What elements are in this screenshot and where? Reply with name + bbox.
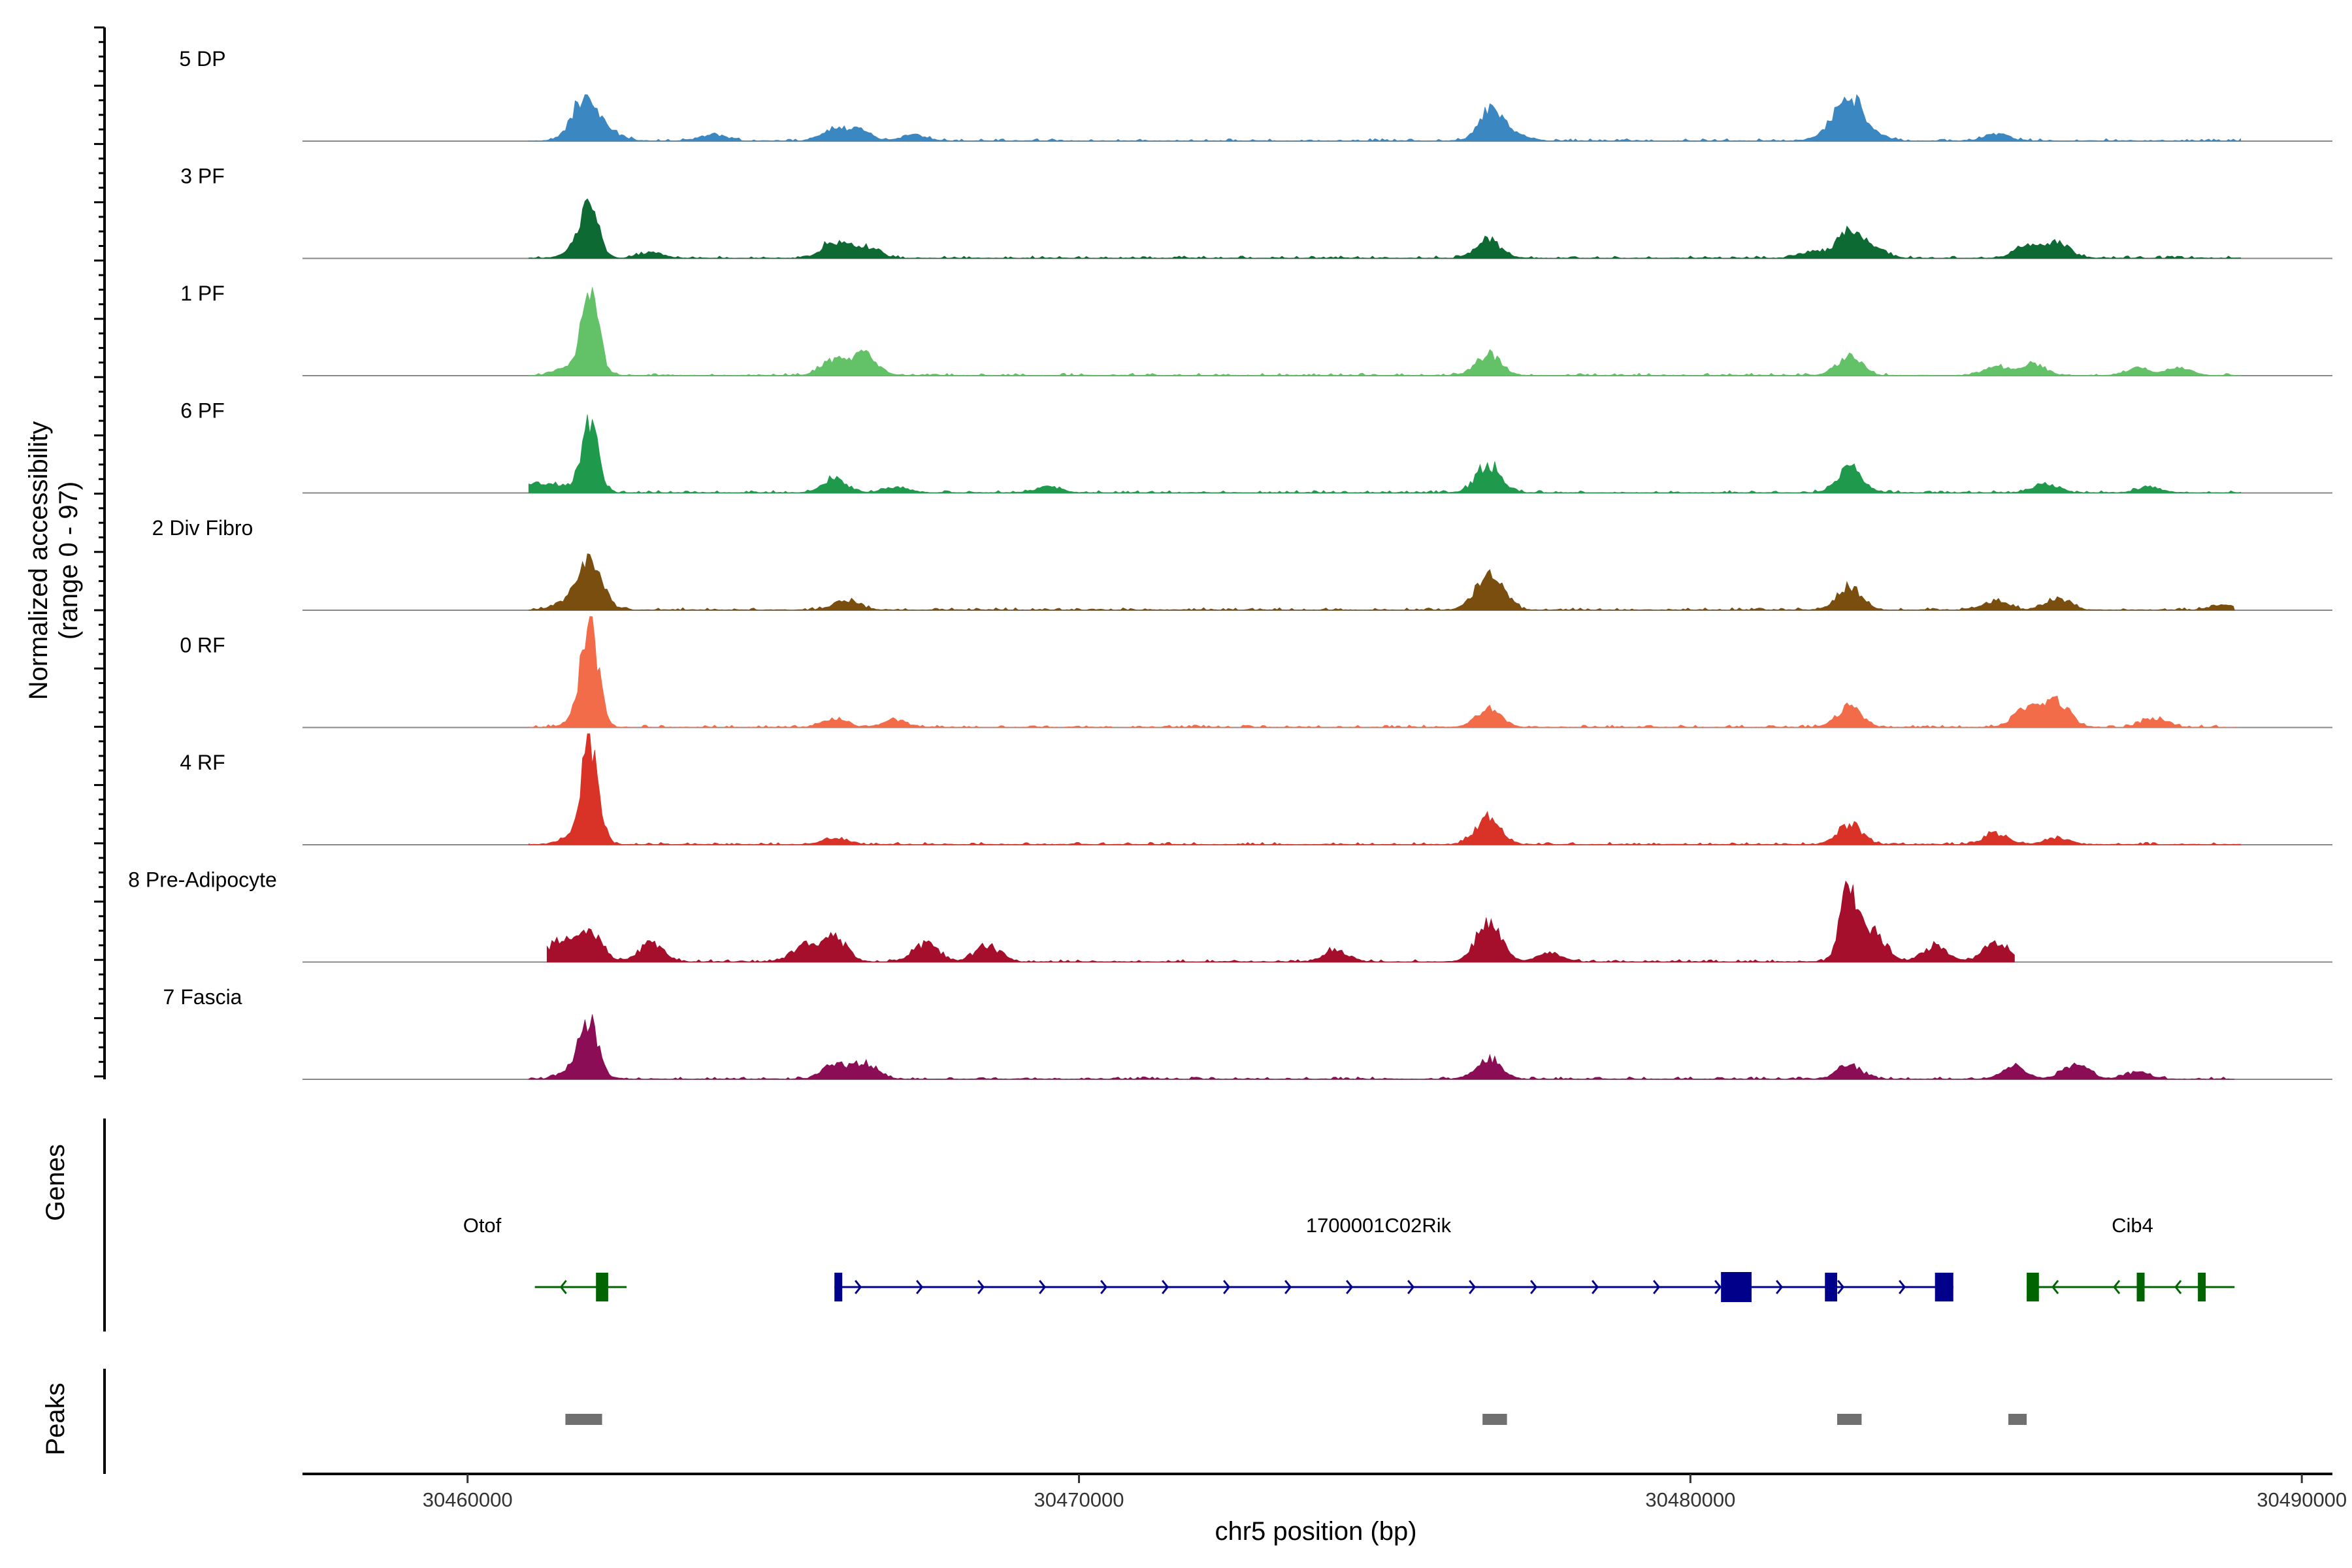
- track-5-dp: 5 DP: [179, 47, 2332, 142]
- gene-strand-arrow: [1837, 1280, 1845, 1294]
- gene-1700001c02rik: 1700001C02Rik: [834, 1214, 1953, 1302]
- gene-label: 1700001C02Rik: [1306, 1214, 1452, 1237]
- gene-strand-arrow: [2051, 1280, 2059, 1294]
- y-axis: [94, 26, 106, 1474]
- gene-cib4: Cib4: [2027, 1214, 2235, 1301]
- peak-regions: [565, 1414, 2027, 1425]
- y-axis-title-line1: Normalized accessibility: [24, 421, 53, 700]
- gene-strand-arrow: [1653, 1280, 1661, 1294]
- gene-strand-arrow: [1100, 1280, 1108, 1294]
- track-8-pre-adipocyte: 8 Pre-Adipocyte: [128, 868, 2332, 963]
- gene-strand-arrow: [855, 1280, 862, 1294]
- track-coverage-area: [528, 733, 2241, 845]
- gene-strand-arrow: [1530, 1280, 1538, 1294]
- gene-exon: [1825, 1273, 1837, 1301]
- track-label: 6 PF: [180, 399, 225, 423]
- track-4-rf: 4 RF: [180, 733, 2332, 845]
- gene-otof: Otof: [463, 1214, 627, 1301]
- x-axis-title: chr5 position (bp): [1215, 1517, 1416, 1546]
- gene-annotations: Otof 1700001C02Rik Cib4: [463, 1214, 2235, 1302]
- x-tick-label: 30460000: [423, 1488, 513, 1511]
- y-axis-title-line2: (range 0 - 97): [54, 482, 83, 640]
- gene-strand-arrow: [1899, 1280, 1906, 1294]
- track-0-rf: 0 RF: [180, 616, 2332, 728]
- x-axis: 30460000 30470000 30480000 30490000: [302, 1473, 2347, 1511]
- track-label: 8 Pre-Adipocyte: [128, 868, 277, 892]
- track-coverage-area: [528, 553, 2235, 611]
- track-coverage-area: [528, 287, 2241, 376]
- track-7-fascia: 7 Fascia: [163, 985, 2332, 1080]
- gene-strand-arrow: [1469, 1280, 1477, 1294]
- track-6-pf: 6 PF: [180, 399, 2332, 494]
- genes-panel-title: Genes: [41, 1144, 70, 1221]
- gene-strand-arrow: [1162, 1280, 1169, 1294]
- gene-strand-arrow: [1284, 1280, 1292, 1294]
- track-2-div-fibro: 2 Div Fibro: [152, 516, 2332, 611]
- track-3-pf: 3 PF: [180, 165, 2332, 259]
- gene-strand-arrow: [2174, 1280, 2182, 1294]
- gene-strand-arrow: [559, 1280, 567, 1294]
- y-axis-title: Normalized accessibility (range 0 - 97): [24, 421, 83, 700]
- gene-strand-arrow: [1407, 1280, 1415, 1294]
- gene-exon: [2198, 1273, 2206, 1301]
- gene-strand-arrow: [1223, 1280, 1231, 1294]
- gene-strand-arrow: [1039, 1280, 1047, 1294]
- gene-strand-arrow: [1714, 1280, 1722, 1294]
- track-coverage-area: [528, 414, 2241, 493]
- track-label: 0 RF: [180, 634, 225, 657]
- track-label: 1 PF: [180, 282, 225, 305]
- gene-exon: [1721, 1272, 1752, 1302]
- track-label: 4 RF: [180, 751, 225, 774]
- gene-strand-arrow: [1592, 1280, 1599, 1294]
- peak-region: [1482, 1414, 1507, 1425]
- track-1-pf: 1 PF: [180, 282, 2332, 376]
- gene-exon: [2136, 1273, 2145, 1301]
- gene-exon: [834, 1273, 843, 1301]
- gene-strand-arrow: [1776, 1280, 1784, 1294]
- peak-region: [2008, 1414, 2027, 1425]
- track-coverage-area: [528, 1014, 2235, 1080]
- track-coverage-area: [528, 616, 2241, 728]
- gene-strand-arrow: [1346, 1280, 1354, 1294]
- peak-region: [1837, 1414, 1862, 1425]
- gene-strand-arrow: [2113, 1280, 2121, 1294]
- track-coverage-area: [528, 198, 2241, 259]
- peaks-panel-title: Peaks: [41, 1382, 70, 1455]
- gene-strand-arrow: [916, 1280, 924, 1294]
- x-tick-label: 30490000: [2257, 1488, 2347, 1511]
- track-label: 2 Div Fibro: [152, 516, 253, 540]
- track-label: 7 Fascia: [163, 985, 242, 1009]
- gene-label: Otof: [463, 1214, 502, 1237]
- x-tick-label: 30480000: [1645, 1488, 1735, 1511]
- x-tick-label: 30470000: [1034, 1488, 1124, 1511]
- track-label: 5 DP: [179, 47, 225, 71]
- gene-label: Cib4: [2112, 1214, 2153, 1237]
- track-label: 3 PF: [180, 165, 225, 188]
- track-coverage-area: [528, 93, 2241, 142]
- gene-exon: [596, 1273, 608, 1301]
- track-coverage-area: [546, 880, 2015, 962]
- gene-strand-arrow: [977, 1280, 985, 1294]
- gene-exon: [2027, 1273, 2039, 1301]
- peak-region: [565, 1414, 602, 1425]
- gene-exon: [1935, 1273, 1953, 1301]
- coverage-tracks: 5 DP 3 PF 1 PF 6 PF 2 Div Fibro 0 RF 4 RF 8 Pre…: [128, 47, 2332, 1080]
